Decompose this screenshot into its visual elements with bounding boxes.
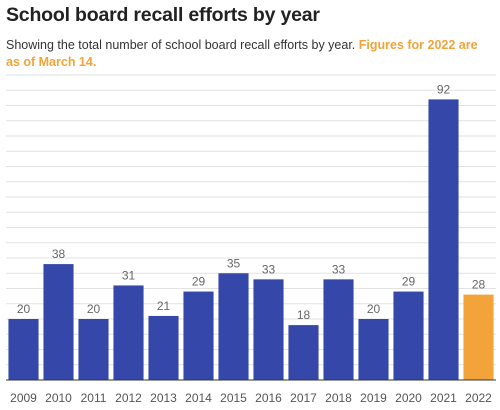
bar-2012: [113, 285, 144, 380]
data-label-2010: 38: [52, 247, 66, 261]
bar-2014: [183, 291, 214, 380]
data-label-2015: 35: [227, 256, 241, 270]
data-label-2013: 21: [157, 299, 171, 313]
bars: [8, 99, 494, 381]
x-tick-2019: 2019: [360, 391, 387, 405]
data-label-2022: 28: [472, 278, 486, 292]
x-tick-2011: 2011: [81, 391, 107, 405]
bar-2020: [393, 291, 424, 380]
x-tick-2009: 2009: [10, 391, 37, 405]
x-tick-2010: 2010: [45, 391, 72, 405]
x-tick-2013: 2013: [150, 391, 177, 405]
bar-2013: [148, 315, 179, 380]
gridlines: [6, 74, 496, 366]
x-tick-2014: 2014: [185, 391, 212, 405]
bar-2021: [428, 99, 459, 381]
x-tick-2022: 2022: [465, 391, 492, 405]
data-label-2009: 20: [17, 302, 31, 316]
bar-2022: [463, 294, 494, 380]
chart-subtitle: Showing the total number of school board…: [6, 37, 494, 71]
data-label-2019: 20: [367, 302, 381, 316]
data-label-2017: 18: [297, 308, 311, 322]
bar-2016: [253, 279, 284, 380]
x-tick-2020: 2020: [395, 391, 422, 405]
chart-title: School board recall efforts by year: [6, 4, 320, 26]
bar-2018: [323, 279, 354, 380]
data-label-2020: 29: [402, 275, 416, 289]
x-axis-ticks: 2009 2010 2011 2012 2013 2014 2015 2016 2017 2018…: [10, 391, 492, 405]
x-tick-2016: 2016: [255, 391, 282, 405]
subtitle-text: Showing the total number of school board…: [6, 38, 356, 52]
data-label-2014: 29: [192, 275, 206, 289]
bar-2009: [8, 319, 39, 380]
data-label-2016: 33: [262, 262, 276, 276]
bar-2010: [43, 264, 74, 380]
data-label-2018: 33: [332, 262, 346, 276]
x-tick-2012: 2012: [115, 391, 142, 405]
subtitle-note: Figures for 2022 are as of March 14.: [6, 38, 478, 69]
bar-2019: [358, 319, 389, 380]
bar-2011: [78, 319, 109, 380]
data-label-2011: 20: [87, 302, 101, 316]
bar-2017: [288, 325, 319, 380]
data-label-2012: 31: [122, 268, 136, 282]
data-labels: 20 38 20 31 21 29 35 33 18 33 20 29 92 28: [17, 82, 486, 322]
x-tick-2021: 2021: [430, 391, 457, 405]
x-tick-2017: 2017: [290, 391, 317, 405]
data-label-2021: 92: [437, 82, 451, 96]
x-tick-2015: 2015: [220, 391, 247, 405]
x-tick-2018: 2018: [325, 391, 352, 405]
bar-2015: [218, 273, 249, 380]
